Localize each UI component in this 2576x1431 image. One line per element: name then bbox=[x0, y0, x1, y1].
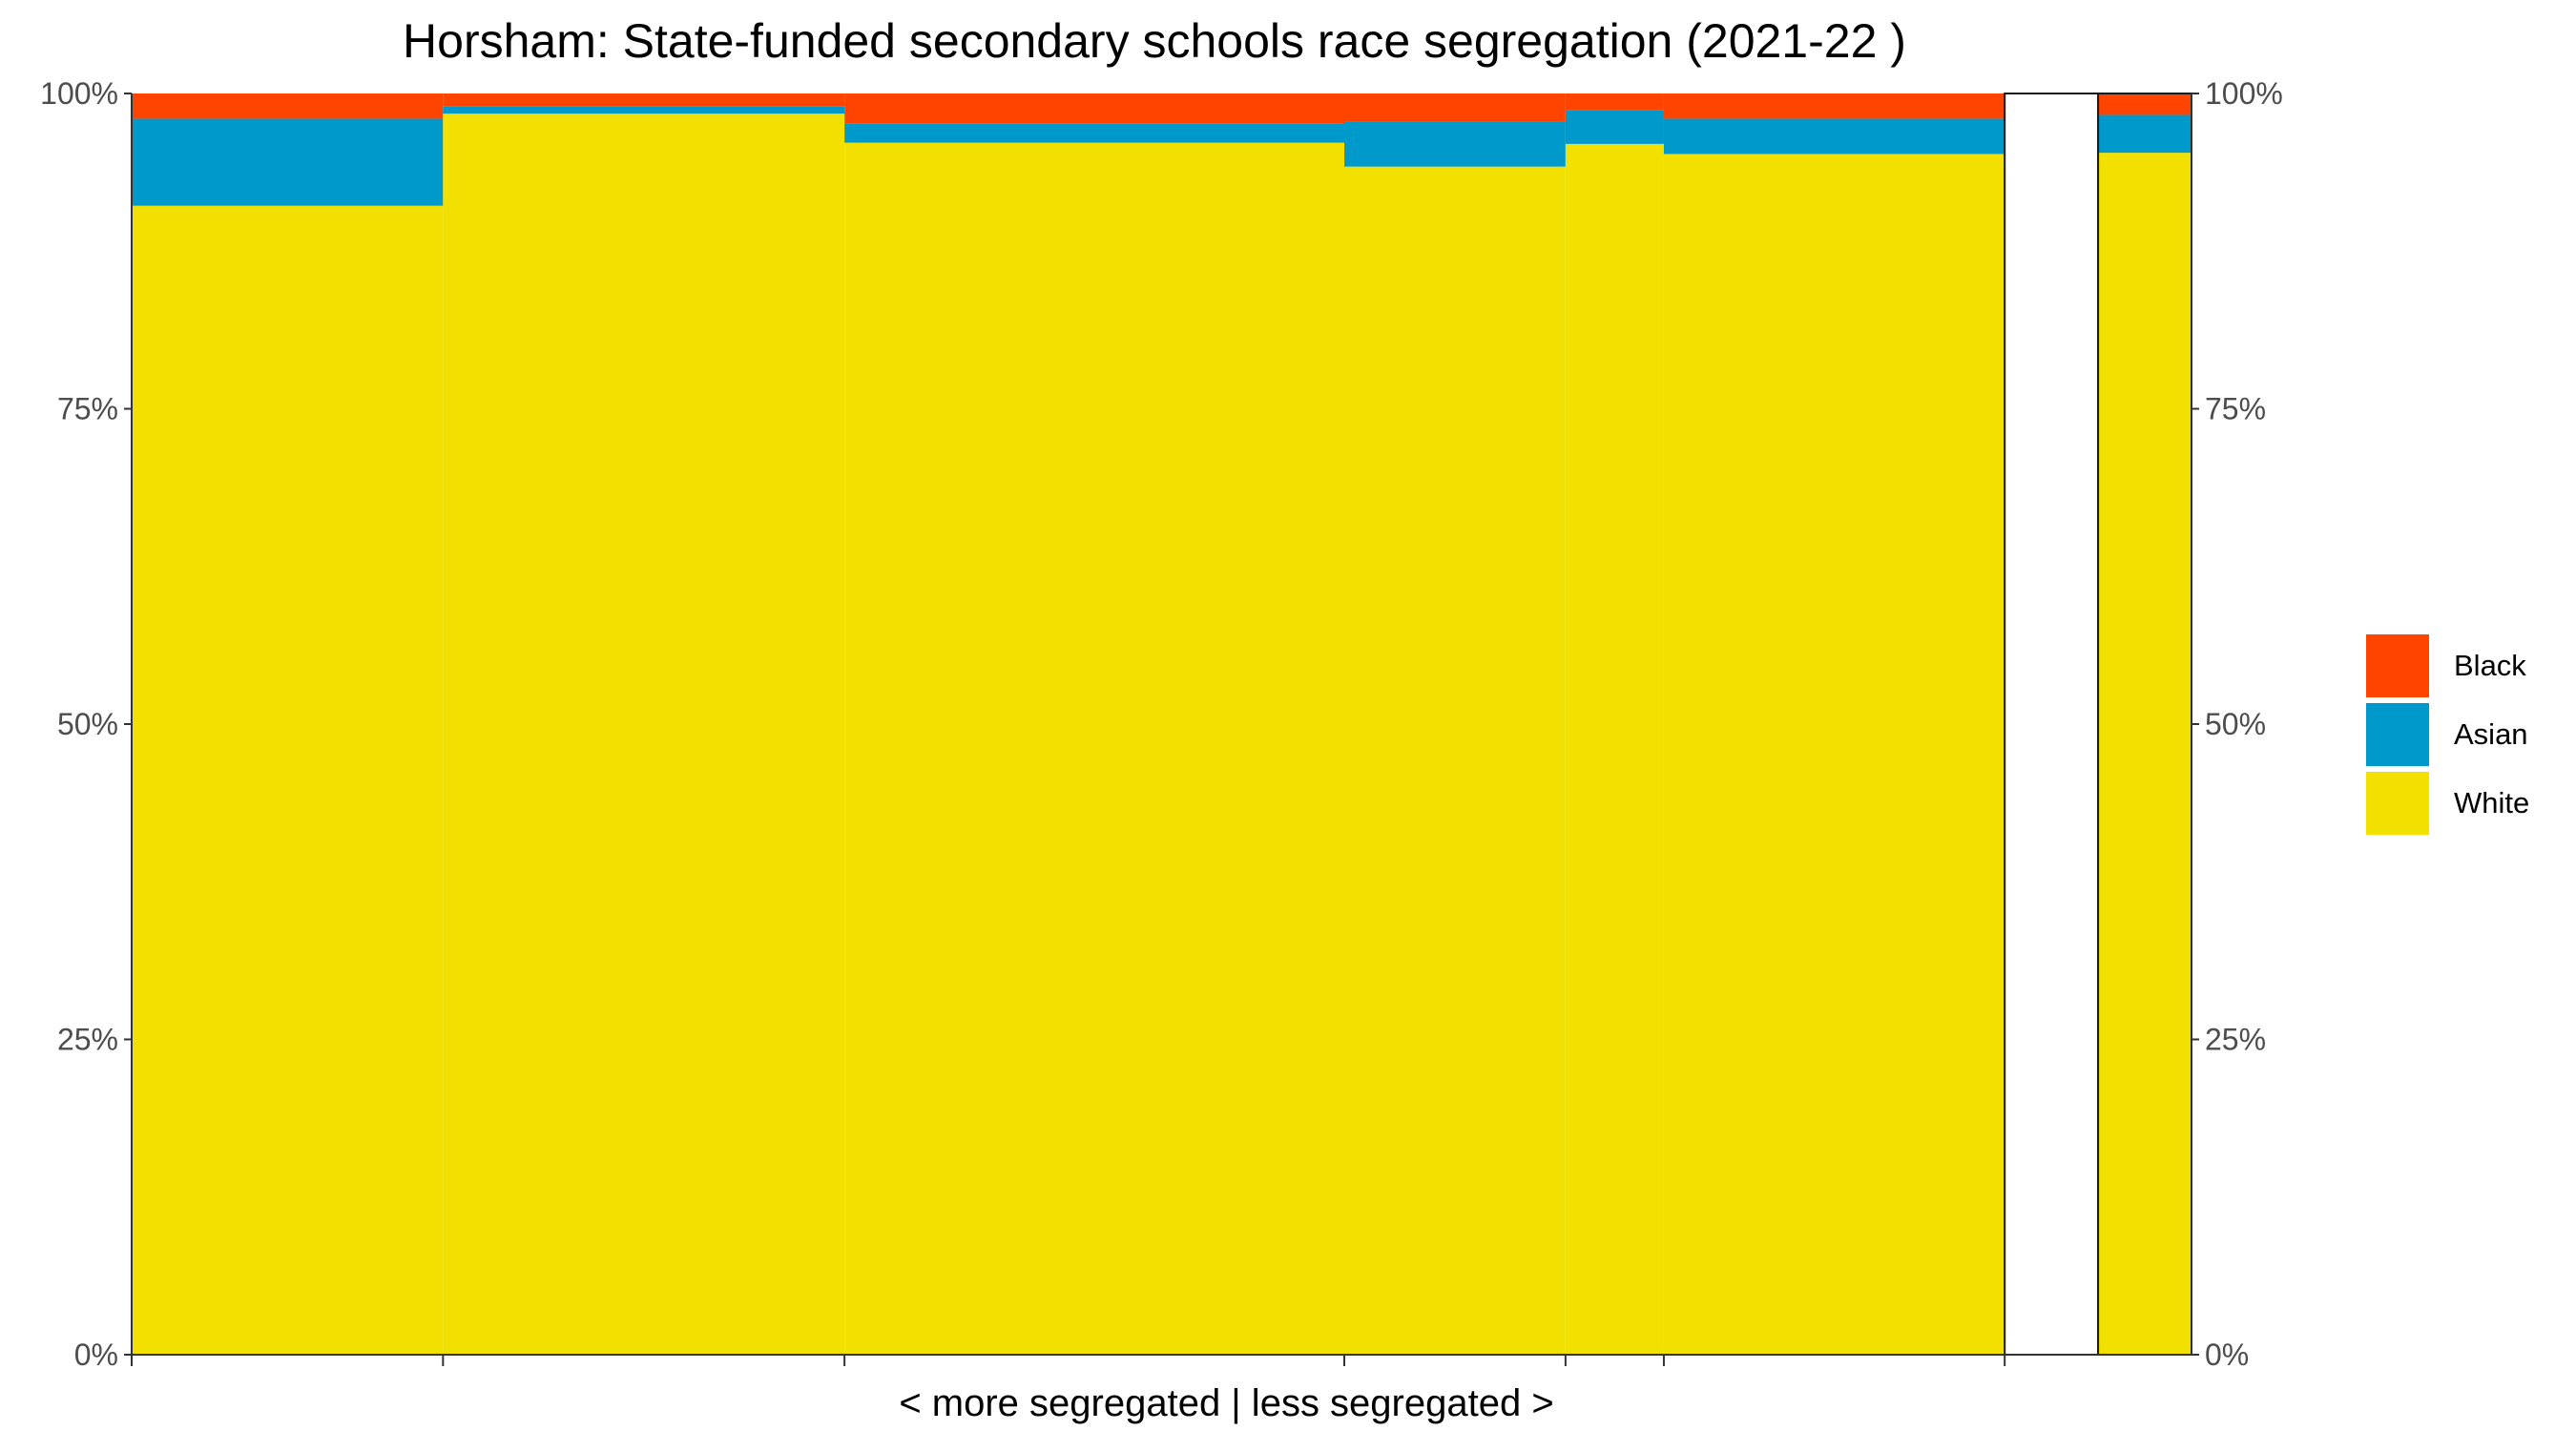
legend-key-asian bbox=[2366, 703, 2429, 766]
bar-6-white-segment bbox=[1663, 154, 2005, 1355]
bar-5-white-segment bbox=[1565, 143, 1664, 1355]
bar-4-white-segment bbox=[1344, 166, 1566, 1355]
y-tick-label-left: 50% bbox=[57, 707, 118, 741]
legend-label-black: Black bbox=[2454, 649, 2526, 682]
bar-1-white-segment bbox=[132, 205, 444, 1356]
plot-panel bbox=[132, 93, 2193, 1356]
bar-3-black-segment bbox=[844, 93, 1345, 124]
bar-6-asian-segment bbox=[1663, 118, 2005, 155]
y-tick-label-right: 0% bbox=[2205, 1338, 2249, 1372]
legend-item-asian: Asian bbox=[2366, 700, 2529, 769]
bar-2-white-segment bbox=[443, 114, 845, 1356]
legend: Black Asian White bbox=[2366, 632, 2529, 838]
y-tick-label-left: 0% bbox=[74, 1338, 118, 1372]
y-tick-label-right: 50% bbox=[2205, 707, 2266, 741]
y-tick-label-left: 100% bbox=[40, 76, 118, 111]
bar-8-white-segment bbox=[2098, 153, 2192, 1355]
bar-4-asian-segment bbox=[1344, 121, 1566, 167]
bar-2-asian-segment bbox=[443, 106, 845, 114]
bar-5-black-segment bbox=[1565, 93, 1664, 111]
legend-item-white: White bbox=[2366, 769, 2529, 838]
legend-key-black bbox=[2366, 634, 2429, 697]
y-tick-label-right: 100% bbox=[2205, 76, 2283, 111]
bar-1-black-segment bbox=[132, 93, 444, 119]
bar-8-black-segment bbox=[2098, 93, 2192, 115]
x-axis-title: < more segregated | less segregated > bbox=[899, 1382, 1553, 1424]
bar-2-black-segment bbox=[443, 93, 845, 107]
legend-item-black: Black bbox=[2366, 632, 2529, 700]
bar-8-asian-segment bbox=[2098, 114, 2192, 154]
bar-3-white-segment bbox=[844, 142, 1345, 1356]
bar-3-asian-segment bbox=[844, 123, 1345, 143]
y-tick-label-left: 75% bbox=[57, 392, 118, 426]
bar-1-asian-segment bbox=[132, 118, 444, 206]
y-tick-label-left: 25% bbox=[57, 1023, 118, 1057]
bar-4-black-segment bbox=[1344, 93, 1566, 122]
legend-key-white bbox=[2366, 772, 2429, 835]
y-tick-label-right: 75% bbox=[2205, 392, 2266, 426]
legend-label-asian: Asian bbox=[2454, 717, 2528, 751]
bar-5-asian-segment bbox=[1565, 110, 1664, 144]
chart-title: Horsham: State-funded secondary schools … bbox=[403, 14, 1906, 68]
y-tick-label-right: 25% bbox=[2205, 1023, 2266, 1057]
bar-7-outline bbox=[2004, 93, 2100, 1356]
axes: 0% 0% 25% 25% 50% 50% 75% 75% 100% 100% < more seg… bbox=[40, 76, 2283, 1424]
legend-label-white: White bbox=[2454, 786, 2530, 819]
bar-6-black-segment bbox=[1663, 93, 2005, 119]
